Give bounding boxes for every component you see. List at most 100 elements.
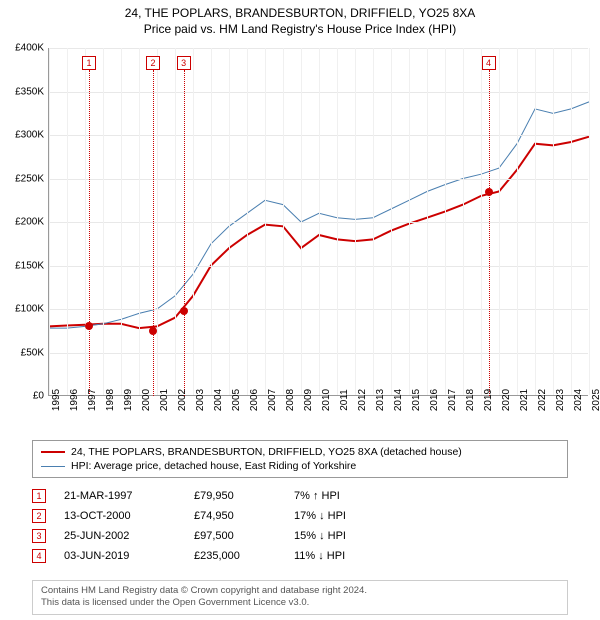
gridline-v xyxy=(103,48,104,395)
x-tick-label: 2009 xyxy=(303,389,314,411)
marker-box: 1 xyxy=(82,56,96,70)
y-tick-label: £300K xyxy=(15,130,44,141)
title-line-2: Price paid vs. HM Land Registry's House … xyxy=(0,22,600,38)
event-box: 3 xyxy=(32,529,46,543)
marker-dot xyxy=(485,188,493,196)
gridline-v xyxy=(301,48,302,395)
marker-vline xyxy=(184,70,185,396)
gridline-v xyxy=(85,48,86,395)
y-tick-label: £250K xyxy=(15,173,44,184)
legend-swatch xyxy=(41,451,65,453)
gridline-v xyxy=(265,48,266,395)
y-tick-label: £200K xyxy=(15,217,44,228)
x-tick-label: 2019 xyxy=(483,389,494,411)
legend-label: 24, THE POPLARS, BRANDESBURTON, DRIFFIEL… xyxy=(71,446,462,458)
marker-vline xyxy=(489,70,490,396)
x-tick-label: 2014 xyxy=(393,389,404,411)
plot-area: 1 2 3 4 xyxy=(48,48,588,396)
gridline-v xyxy=(589,48,590,395)
event-delta: 15% ↓ HPI xyxy=(294,530,414,542)
gridline-v xyxy=(463,48,464,395)
gridline-v xyxy=(391,48,392,395)
x-tick-label: 2018 xyxy=(465,389,476,411)
gridline-v xyxy=(337,48,338,395)
event-date: 25-JUN-2002 xyxy=(64,530,194,542)
event-box: 1 xyxy=(32,489,46,503)
y-tick-label: £150K xyxy=(15,260,44,271)
y-tick-label: £400K xyxy=(15,43,44,54)
chart-container: 24, THE POPLARS, BRANDESBURTON, DRIFFIEL… xyxy=(0,0,600,620)
x-tick-label: 2005 xyxy=(231,389,242,411)
y-tick-label: £0 xyxy=(33,391,44,402)
x-tick-label: 2021 xyxy=(519,389,530,411)
gridline-v xyxy=(139,48,140,395)
x-tick-label: 2020 xyxy=(501,389,512,411)
gridline-v xyxy=(193,48,194,395)
gridline-v xyxy=(481,48,482,395)
gridline-v xyxy=(67,48,68,395)
event-price: £235,000 xyxy=(194,550,294,562)
x-tick-label: 2013 xyxy=(375,389,386,411)
gridline-v xyxy=(157,48,158,395)
gridline-v xyxy=(427,48,428,395)
event-price: £79,950 xyxy=(194,490,294,502)
y-tick-label: £350K xyxy=(15,86,44,97)
event-date: 03-JUN-2019 xyxy=(64,550,194,562)
gridline-v xyxy=(409,48,410,395)
marker-box: 3 xyxy=(177,56,191,70)
gridline-v xyxy=(229,48,230,395)
gridline-v xyxy=(283,48,284,395)
gridline-v xyxy=(373,48,374,395)
event-delta: 17% ↓ HPI xyxy=(294,510,414,522)
x-tick-label: 1999 xyxy=(123,389,134,411)
gridline-v xyxy=(319,48,320,395)
event-date: 13-OCT-2000 xyxy=(64,510,194,522)
y-tick-label: £100K xyxy=(15,304,44,315)
x-tick-label: 2015 xyxy=(411,389,422,411)
event-box: 4 xyxy=(32,549,46,563)
event-delta: 7% ↑ HPI xyxy=(294,490,414,502)
x-tick-label: 2016 xyxy=(429,389,440,411)
x-tick-label: 2025 xyxy=(591,389,600,411)
event-price: £97,500 xyxy=(194,530,294,542)
y-tick-label: £50K xyxy=(21,347,44,358)
title-line-1: 24, THE POPLARS, BRANDESBURTON, DRIFFIEL… xyxy=(0,6,600,22)
attribution-footer: Contains HM Land Registry data © Crown c… xyxy=(32,580,568,615)
gridline-v xyxy=(499,48,500,395)
event-box: 2 xyxy=(32,509,46,523)
gridline-v xyxy=(553,48,554,395)
marker-vline xyxy=(153,70,154,396)
gridline-v xyxy=(355,48,356,395)
x-tick-label: 2024 xyxy=(573,389,584,411)
event-table: 121-MAR-1997£79,9507% ↑ HPI213-OCT-2000£… xyxy=(32,486,568,566)
gridline-v xyxy=(571,48,572,395)
x-tick-label: 2003 xyxy=(195,389,206,411)
x-tick-label: 1995 xyxy=(51,389,62,411)
marker-box: 2 xyxy=(146,56,160,70)
gridline-v xyxy=(517,48,518,395)
x-tick-label: 2000 xyxy=(141,389,152,411)
marker-box: 4 xyxy=(482,56,496,70)
legend-row: HPI: Average price, detached house, East… xyxy=(41,459,559,473)
legend-label: HPI: Average price, detached house, East… xyxy=(71,460,356,472)
event-row: 3 25-JUN-2002£97,50015% ↓ HPI xyxy=(32,526,568,546)
x-tick-label: 1997 xyxy=(87,389,98,411)
x-tick-label: 2023 xyxy=(555,389,566,411)
chart-title: 24, THE POPLARS, BRANDESBURTON, DRIFFIEL… xyxy=(0,0,600,37)
marker-vline xyxy=(89,70,90,396)
event-row: 403-JUN-2019£235,00011% ↓ HPI xyxy=(32,546,568,566)
x-tick-label: 2017 xyxy=(447,389,458,411)
footer-line-1: Contains HM Land Registry data © Crown c… xyxy=(41,585,559,597)
event-date: 21-MAR-1997 xyxy=(64,490,194,502)
gridline-v xyxy=(445,48,446,395)
legend: 24, THE POPLARS, BRANDESBURTON, DRIFFIEL… xyxy=(32,440,568,478)
x-tick-label: 2008 xyxy=(285,389,296,411)
x-tick-label: 2002 xyxy=(177,389,188,411)
marker-dot xyxy=(149,327,157,335)
x-tick-label: 2010 xyxy=(321,389,332,411)
gridline-v xyxy=(121,48,122,395)
gridline-v xyxy=(49,48,50,395)
x-tick-label: 2006 xyxy=(249,389,260,411)
event-row: 213-OCT-2000£74,95017% ↓ HPI xyxy=(32,506,568,526)
gridline-v xyxy=(175,48,176,395)
